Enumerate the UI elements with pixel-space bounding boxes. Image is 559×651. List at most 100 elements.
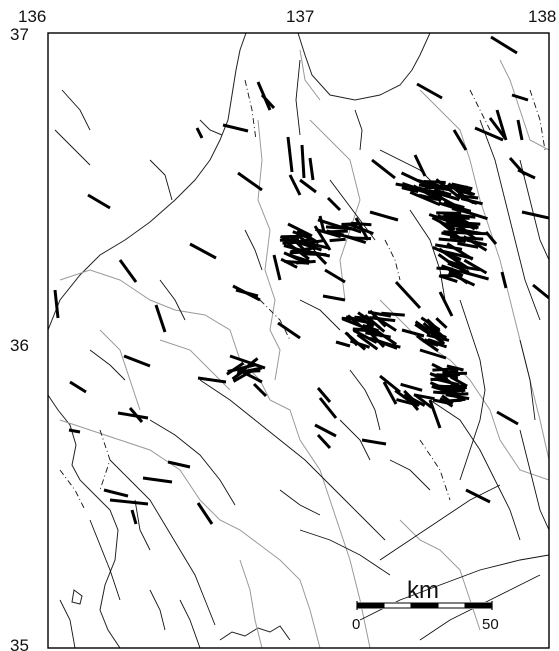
stress-axis-bar <box>490 35 518 55</box>
stress-axis-bar <box>432 367 458 372</box>
stress-axis-bar <box>235 288 259 298</box>
stress-axis-bar <box>453 257 470 270</box>
stress-axis-bar <box>442 214 462 222</box>
stress-axis-bar <box>324 268 346 284</box>
stress-axis-bar <box>437 384 453 389</box>
stress-axis-bar <box>438 237 466 243</box>
stress-axis-bar <box>341 317 369 331</box>
stress-axis-bar <box>260 93 276 110</box>
stress-axis-bar <box>288 234 309 254</box>
stress-axis-bar <box>517 168 536 180</box>
stress-axis-bar <box>354 315 372 321</box>
longitude-label-136: 136 <box>18 7 46 26</box>
stress-axis-bar <box>445 386 467 392</box>
stress-axis-bar <box>325 225 357 231</box>
stress-axis-bar <box>436 211 462 215</box>
stress-axis-bar <box>416 334 439 353</box>
stress-axis-bar <box>167 460 191 469</box>
coastline <box>48 33 431 648</box>
stress-axis-bar <box>197 376 227 384</box>
stress-axis-bar <box>382 381 398 405</box>
stress-axis-bar <box>448 201 465 210</box>
stress-axis-bar <box>361 438 387 446</box>
stress-axis-bar <box>442 265 464 277</box>
stress-axis-bar <box>222 123 249 133</box>
stress-axis-bar <box>442 369 459 375</box>
stress-axis-bar <box>280 257 298 269</box>
stress-axis-bar <box>484 231 498 245</box>
stress-axis-bar <box>369 316 396 323</box>
stress-axis-bars <box>53 35 549 525</box>
stress-axis-bar <box>335 340 351 348</box>
stress-axis-bar <box>431 216 456 231</box>
stress-axis-bar <box>154 304 167 333</box>
stress-axis-bar <box>329 237 346 243</box>
map-frame <box>47 32 550 649</box>
stress-axis-bar <box>500 271 508 289</box>
stress-axis-bar <box>394 280 422 310</box>
stress-axis-bar <box>289 249 311 255</box>
prefecture-boundaries <box>59 49 549 648</box>
stress-axis-bar <box>400 382 423 392</box>
stress-axis-bar <box>350 221 372 227</box>
stress-axis-bar <box>418 183 452 192</box>
stress-axis-bar <box>277 321 301 340</box>
stress-axis-bar <box>474 126 504 142</box>
stress-axis-bar <box>445 393 470 401</box>
stress-axis-bar <box>488 117 507 139</box>
stress-axis-bar <box>300 144 306 179</box>
longitude-label-137: 137 <box>286 7 314 26</box>
stress-axis-bar <box>371 158 396 180</box>
stress-axis-bar <box>109 498 149 506</box>
scale-bar-segment <box>464 602 493 609</box>
stress-axis-bar <box>428 399 442 429</box>
scale-unit-label: km <box>407 577 439 604</box>
active-faults <box>54 59 549 648</box>
stress-axis-bar <box>401 328 425 338</box>
stress-axis-bar <box>416 82 443 100</box>
stress-axis-bar <box>299 178 317 194</box>
latitude-labels: 37 36 35 <box>10 25 29 651</box>
stress-axis-bar <box>302 238 317 251</box>
scale-end-label: 50 <box>482 616 499 633</box>
stress-axis-bar <box>448 271 476 287</box>
stress-axis-bar <box>69 380 87 394</box>
stress-axis-bar <box>452 213 479 230</box>
stress-axis-bar <box>103 488 129 498</box>
scale-bar: km 0 50 <box>352 577 499 633</box>
stress-axis-bar <box>403 393 426 407</box>
stress-axis-bar <box>423 180 446 184</box>
stress-axis-bar <box>252 382 268 398</box>
stress-axis-bar <box>422 321 442 340</box>
stress-axis-bar <box>326 196 342 212</box>
stress-axis-bar <box>314 423 337 438</box>
stress-axis-bar <box>414 320 435 336</box>
stress-axis-bar <box>430 332 445 345</box>
stress-axis-bar <box>409 190 441 207</box>
stress-axis-bar <box>237 171 263 192</box>
latitude-label-37: 37 <box>10 25 29 44</box>
stress-axis-bar <box>360 317 375 328</box>
stress-axis-bar <box>466 238 488 247</box>
stress-axis-bar <box>401 186 419 194</box>
stress-axis-bar <box>272 254 282 281</box>
stress-axis-bar <box>432 246 462 261</box>
stress-axis-bar <box>385 342 401 349</box>
stress-axis-bar <box>449 375 468 388</box>
stress-axis-bar <box>401 181 420 191</box>
stress-axis-bar <box>128 407 144 423</box>
stress-axis-bar <box>426 318 441 333</box>
latitude-label-36: 36 <box>10 336 29 355</box>
stress-axis-bar <box>435 317 448 329</box>
stress-axis-bar <box>419 348 447 360</box>
stress-axis-bar <box>431 325 448 341</box>
stress-axis-bar <box>87 193 111 210</box>
stress-axis-bar <box>123 354 151 368</box>
stress-axis-bar <box>365 323 383 338</box>
stress-axis-bar <box>292 230 311 240</box>
stress-axis-bar <box>189 242 217 260</box>
stress-axis-bar <box>356 333 379 351</box>
stress-axis-bar <box>227 367 242 373</box>
stress-axis-bar <box>286 136 294 173</box>
stress-axis-bar <box>381 311 405 317</box>
